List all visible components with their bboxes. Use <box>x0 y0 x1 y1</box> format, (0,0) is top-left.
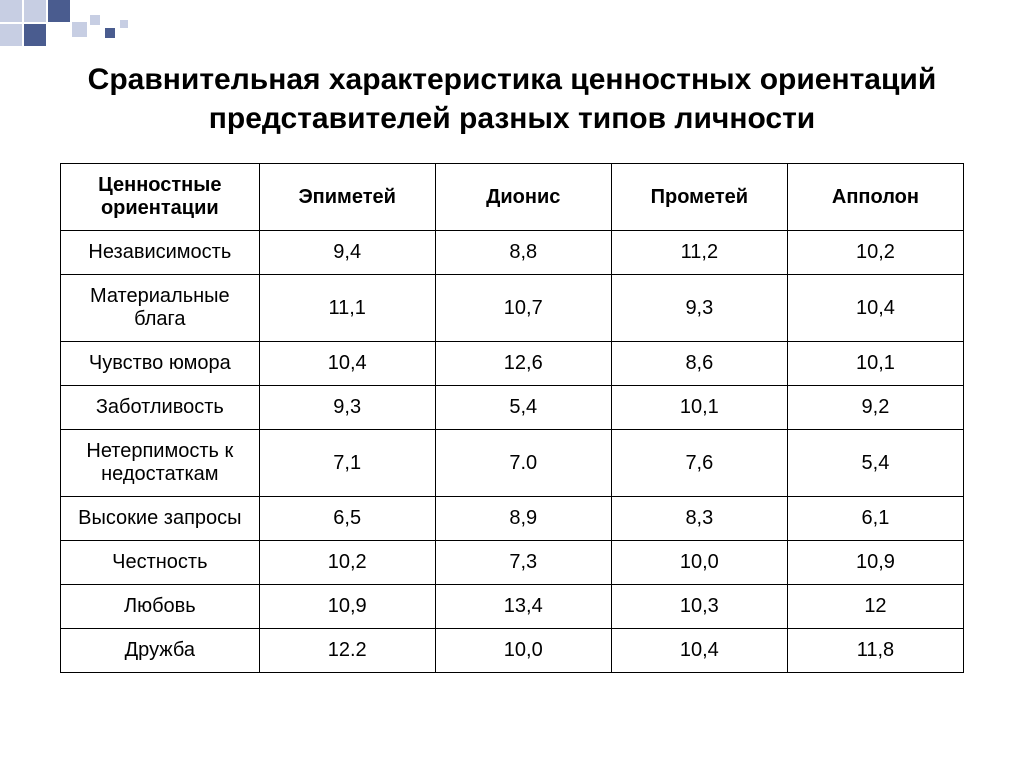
cell: 9,2 <box>787 386 963 430</box>
cell: 10,1 <box>787 342 963 386</box>
slide-title: Сравнительная характеристика ценностных … <box>60 60 964 138</box>
row-label: Высокие запросы <box>61 497 260 541</box>
table-row: Чувство юмора 10,4 12,6 8,6 10,1 <box>61 342 964 386</box>
row-label: Любовь <box>61 585 260 629</box>
cell: 13,4 <box>435 585 611 629</box>
cell: 6,5 <box>259 497 435 541</box>
cell: 12,6 <box>435 342 611 386</box>
table-row: Нетерпимость к недостаткам 7,1 7.0 7,6 5… <box>61 430 964 497</box>
col-header: Дионис <box>435 164 611 231</box>
col-header: Эпиметей <box>259 164 435 231</box>
cell: 7,3 <box>435 541 611 585</box>
cell: 11,2 <box>611 231 787 275</box>
cell: 10,0 <box>435 629 611 673</box>
cell: 7,6 <box>611 430 787 497</box>
table-row: Заботливость 9,3 5,4 10,1 9,2 <box>61 386 964 430</box>
cell: 10,4 <box>787 275 963 342</box>
row-label: Нетерпимость к недостаткам <box>61 430 260 497</box>
row-label: Честность <box>61 541 260 585</box>
table-row: Материальные блага 11,1 10,7 9,3 10,4 <box>61 275 964 342</box>
cell: 8,8 <box>435 231 611 275</box>
cell: 12 <box>787 585 963 629</box>
row-label: Чувство юмора <box>61 342 260 386</box>
table-row: Честность 10,2 7,3 10,0 10,9 <box>61 541 964 585</box>
cell: 9,3 <box>259 386 435 430</box>
cell: 8,9 <box>435 497 611 541</box>
cell: 10,2 <box>259 541 435 585</box>
row-label: Дружба <box>61 629 260 673</box>
cell: 10,4 <box>259 342 435 386</box>
cell: 11,1 <box>259 275 435 342</box>
cell: 9,4 <box>259 231 435 275</box>
row-label: Заботливость <box>61 386 260 430</box>
cell: 5,4 <box>787 430 963 497</box>
cell: 12.2 <box>259 629 435 673</box>
col-header: Апполон <box>787 164 963 231</box>
cell: 9,3 <box>611 275 787 342</box>
cell: 7.0 <box>435 430 611 497</box>
cell: 7,1 <box>259 430 435 497</box>
table-row: Высокие запросы 6,5 8,9 8,3 6,1 <box>61 497 964 541</box>
cell: 10,1 <box>611 386 787 430</box>
row-label: Материальные блага <box>61 275 260 342</box>
table-row: Любовь 10,9 13,4 10,3 12 <box>61 585 964 629</box>
slide-corner-decoration <box>0 0 160 55</box>
slide-content: Сравнительная характеристика ценностных … <box>0 0 1024 703</box>
cell: 10,2 <box>787 231 963 275</box>
cell: 10,9 <box>259 585 435 629</box>
data-table: Ценностные ориентации Эпиметей Дионис Пр… <box>60 163 964 673</box>
cell: 5,4 <box>435 386 611 430</box>
row-label: Независимость <box>61 231 260 275</box>
cell: 10,0 <box>611 541 787 585</box>
cell: 10,3 <box>611 585 787 629</box>
table-row: Дружба 12.2 10,0 10,4 11,8 <box>61 629 964 673</box>
col-header: Ценностные ориентации <box>61 164 260 231</box>
cell: 8,6 <box>611 342 787 386</box>
cell: 11,8 <box>787 629 963 673</box>
table-header-row: Ценностные ориентации Эпиметей Дионис Пр… <box>61 164 964 231</box>
cell: 6,1 <box>787 497 963 541</box>
cell: 10,9 <box>787 541 963 585</box>
cell: 8,3 <box>611 497 787 541</box>
cell: 10,4 <box>611 629 787 673</box>
cell: 10,7 <box>435 275 611 342</box>
col-header: Прометей <box>611 164 787 231</box>
table-row: Независимость 9,4 8,8 11,2 10,2 <box>61 231 964 275</box>
